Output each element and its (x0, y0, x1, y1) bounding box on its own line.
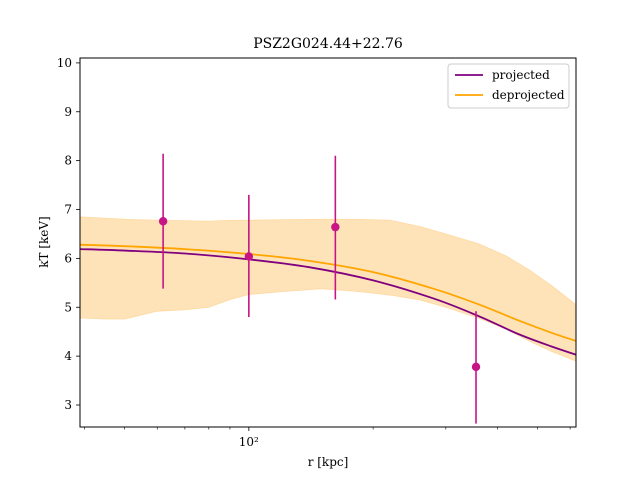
legend-label-projected: projected (492, 68, 550, 82)
chart-title: PSZ2G024.44+22.76 (253, 36, 403, 52)
y-tick-label-5: 5 (64, 300, 72, 314)
axes-frame (79, 57, 577, 428)
point-marker-1 (158, 217, 168, 226)
legend-label-deprojected: deprojected (492, 88, 565, 102)
y-tick-label-7: 7 (64, 203, 72, 217)
y-tick-label-10: 10 (57, 56, 72, 70)
plot-area (80, 153, 576, 424)
deprojected-uncertainty-band (80, 216, 576, 362)
y-tick-label-3: 3 (64, 398, 72, 412)
y-tick-label-8: 8 (64, 154, 72, 168)
point-marker-4 (471, 362, 481, 372)
data-point-1 (158, 153, 168, 289)
x-tick-label-100: 10² (239, 435, 259, 449)
point-marker-3 (331, 222, 340, 232)
y-tick-label-9: 9 (64, 105, 72, 119)
x-axis-label: r [kpc] (308, 455, 349, 469)
y-tick-label-4: 4 (64, 349, 72, 363)
data-point-3 (331, 155, 340, 300)
y-tick-label-6: 6 (64, 251, 72, 265)
y-axis-label: kT [keV] (37, 216, 51, 268)
data-point-4 (471, 311, 481, 424)
legend: projected deprojected (447, 63, 570, 109)
series-line-deprojected (80, 243, 576, 342)
point-marker-2 (244, 252, 254, 261)
series-line-projected (80, 248, 576, 356)
data-point-2 (244, 194, 254, 318)
